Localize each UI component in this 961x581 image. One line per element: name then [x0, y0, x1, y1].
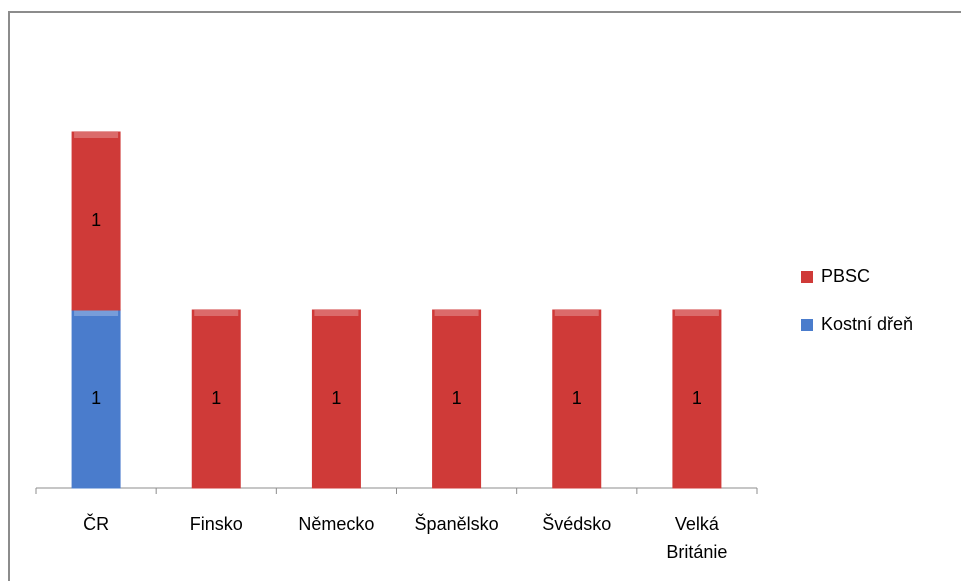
chart-border — [8, 11, 961, 581]
bar-highlight — [554, 310, 599, 316]
data-label: 1 — [91, 388, 101, 408]
data-label: 1 — [452, 388, 462, 408]
bar-highlight — [674, 310, 719, 316]
legend-swatch — [801, 319, 813, 331]
x-tick-label: Finsko — [189, 514, 243, 534]
bar-segment — [552, 309, 602, 489]
bar-highlight — [434, 310, 479, 316]
bar-highlight — [74, 132, 119, 138]
data-label: 1 — [91, 210, 101, 230]
bar-segment — [191, 309, 241, 489]
data-label: 1 — [211, 388, 221, 408]
bar-segment — [71, 131, 121, 311]
bar-highlight — [74, 310, 119, 316]
legend-label: PBSC — [821, 266, 870, 286]
x-tick-label: ČR — [83, 514, 110, 534]
legend-label: Kostní dřeň — [821, 314, 913, 334]
data-label: 1 — [572, 388, 582, 408]
x-tick-label: Velká Británie — [666, 514, 728, 562]
bar-segment — [71, 309, 121, 489]
data-label: 1 — [331, 388, 341, 408]
bar-highlight — [314, 310, 359, 316]
bar-highlight — [194, 310, 239, 316]
bar-segment — [311, 309, 361, 489]
x-tick-label: Švédsko — [542, 514, 612, 534]
legend-swatch — [801, 271, 813, 283]
bar-segment — [672, 309, 722, 489]
x-tick-label: Německo — [298, 514, 375, 534]
data-label: 1 — [692, 388, 702, 408]
x-tick-label: Španělsko — [414, 514, 499, 534]
bar-segment — [432, 309, 482, 489]
